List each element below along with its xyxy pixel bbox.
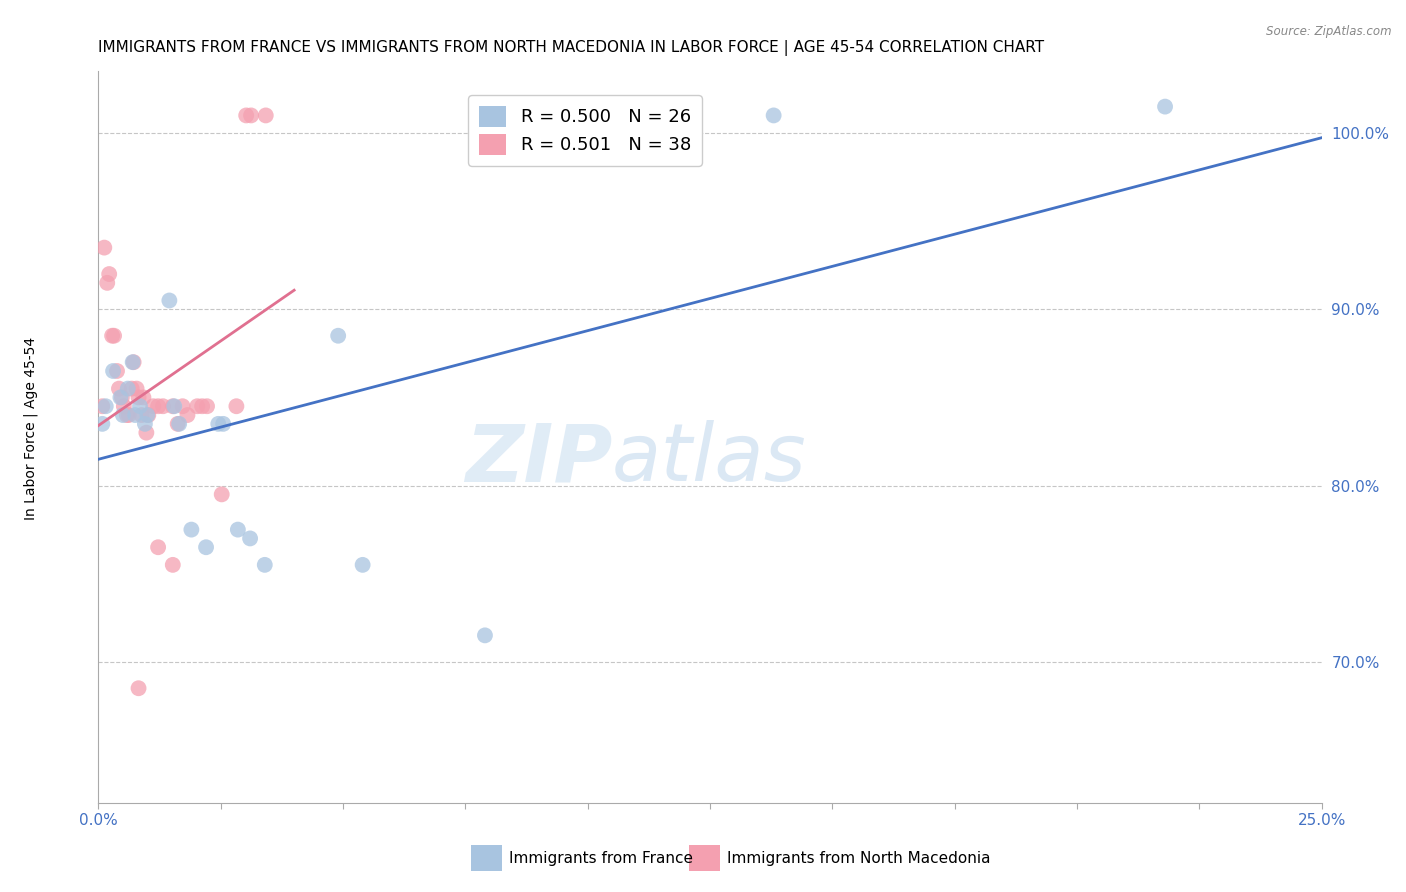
Point [105, 364, 128, 378]
Point [211, 487, 233, 501]
Point [112, 399, 135, 413]
Point [136, 408, 159, 422]
Point [239, 532, 262, 546]
Text: ZIP: ZIP [465, 420, 612, 498]
Legend: R = 0.500   N = 26, R = 0.501   N = 38: R = 0.500 N = 26, R = 0.501 N = 38 [468, 95, 702, 166]
Point [240, 108, 263, 122]
Point [146, 540, 169, 554]
Point [352, 558, 374, 572]
Point [254, 108, 277, 122]
Point [142, 399, 165, 413]
Point [115, 408, 138, 422]
Point [117, 382, 139, 396]
Point [162, 399, 184, 413]
Point [1154, 100, 1177, 114]
Point [207, 417, 229, 431]
Text: IMMIGRANTS FROM FRANCE VS IMMIGRANTS FROM NORTH MACEDONIA IN LABOR FORCE | AGE 4: IMMIGRANTS FROM FRANCE VS IMMIGRANTS FRO… [98, 40, 1045, 56]
Point [129, 399, 152, 413]
Point [226, 523, 249, 537]
Text: Source: ZipAtlas.com: Source: ZipAtlas.com [1267, 25, 1392, 38]
Point [122, 355, 145, 369]
Point [101, 364, 124, 378]
Point [762, 108, 785, 122]
Point [172, 399, 194, 413]
Point [134, 417, 156, 431]
Point [163, 399, 186, 413]
Point [328, 328, 350, 343]
Text: In Labor Force | Age 45-54: In Labor Force | Age 45-54 [24, 336, 38, 520]
Point [235, 108, 257, 122]
Point [118, 408, 141, 422]
Point [253, 558, 276, 572]
Point [110, 391, 132, 405]
Point [121, 382, 143, 396]
Point [91, 399, 114, 413]
Point [131, 408, 153, 422]
Point [186, 399, 208, 413]
Point [128, 391, 150, 405]
Point [93, 241, 115, 255]
Point [180, 523, 202, 537]
Point [125, 382, 148, 396]
Text: Immigrants from North Macedonia: Immigrants from North Macedonia [727, 851, 990, 865]
Point [195, 399, 218, 413]
Point [111, 408, 134, 422]
Point [167, 417, 190, 431]
Point [157, 293, 180, 308]
Point [98, 267, 121, 281]
Point [96, 276, 118, 290]
Point [162, 558, 184, 572]
Point [176, 408, 198, 422]
Point [111, 391, 134, 405]
Point [225, 399, 247, 413]
Point [103, 328, 125, 343]
Point [94, 399, 117, 413]
Point [91, 417, 114, 431]
Text: atlas: atlas [612, 420, 807, 498]
Point [136, 408, 159, 422]
Point [166, 417, 188, 431]
Point [128, 681, 150, 696]
Point [212, 417, 235, 431]
Point [121, 355, 143, 369]
Point [191, 399, 214, 413]
Point [195, 540, 218, 554]
Point [108, 382, 131, 396]
Point [146, 399, 169, 413]
Point [101, 328, 124, 343]
Text: Immigrants from France: Immigrants from France [509, 851, 693, 865]
Point [124, 408, 146, 422]
Point [132, 391, 155, 405]
Point [474, 628, 496, 642]
Point [135, 425, 157, 440]
Point [152, 399, 174, 413]
